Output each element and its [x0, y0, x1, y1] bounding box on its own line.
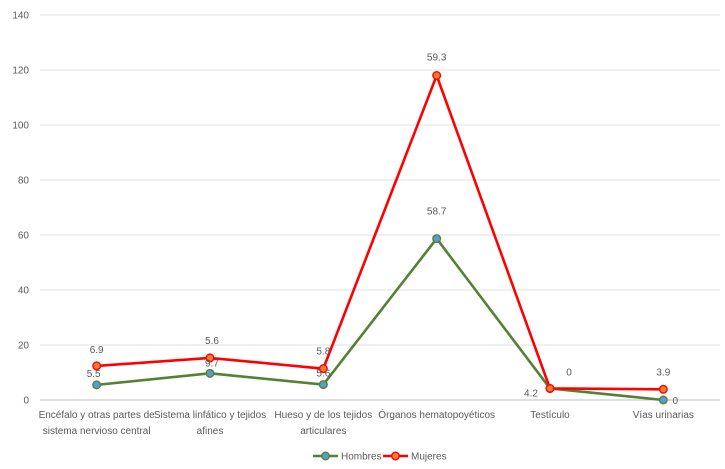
y-tick-label: 80 [18, 176, 30, 187]
data-point-hombres [658, 395, 668, 405]
y-tick-label: 100 [12, 121, 29, 132]
x-tick-label: Encéfalo y otras partes de sistema nervio… [39, 410, 156, 437]
gridlines [40, 14, 720, 401]
x-tick-label: Sistema linfático y tejidos afines [154, 410, 266, 437]
x-tick-label: Hueso y de los tejidos articulares [274, 410, 372, 437]
data-label: 6.9 [90, 345, 104, 356]
data-label: 0 [673, 396, 679, 407]
data-label: 58.7 [427, 207, 447, 218]
data-point-mujeres [92, 361, 102, 371]
legend-marker-hombres [321, 451, 331, 461]
data-point-hombres [205, 368, 215, 378]
y-axis: 0 20 40 60 80 100 120 140 [12, 11, 29, 407]
data-point-mujeres [545, 383, 555, 393]
data-label: 5.8 [316, 347, 330, 358]
y-tick-label: 120 [12, 66, 29, 77]
x-tick-label: Órganos hematopoyéticos [378, 408, 495, 421]
data-point-mujeres [432, 70, 442, 80]
y-tick-label: 40 [18, 286, 30, 297]
y-tick-label: 20 [18, 341, 30, 352]
legend-label: Mujeres [411, 452, 447, 463]
y-tick-label: 60 [18, 231, 30, 242]
data-label: 4.2 [524, 388, 538, 399]
data-point-hombres [318, 380, 328, 390]
data-label: 9.7 [205, 358, 219, 369]
legend: Hombres Mujeres [313, 452, 447, 463]
data-label: 5.6 [316, 369, 330, 380]
data-point-hombres [92, 380, 102, 390]
data-label: 5.5 [87, 369, 101, 380]
data-point-hombres [432, 234, 442, 244]
data-label: 3.9 [656, 367, 670, 378]
series-line-hombres [96, 237, 664, 402]
y-tick-label: 140 [12, 11, 29, 22]
data-point-mujeres [318, 364, 328, 374]
legend-label: Hombres [341, 452, 382, 463]
data-label: 5.6 [205, 336, 219, 347]
data-label: 59.3 [427, 53, 447, 64]
data-point-mujeres [658, 384, 668, 394]
x-tick-label: Vías urinarias [633, 410, 694, 421]
series-group [92, 70, 668, 405]
data-labels: 5.5 9.7 5.6 58.7 4.2 0 6.9 5.6 5.8 59.3 0 3.9 [87, 53, 679, 408]
series-line-mujeres [96, 74, 664, 391]
data-label: 0 [566, 367, 572, 378]
x-axis: Encéfalo y otras partes de sistema nervio… [39, 408, 694, 437]
data-point-mujeres [205, 353, 215, 363]
legend-marker-mujeres [391, 451, 401, 461]
y-tick-label: 0 [23, 396, 29, 407]
x-tick-label: Testículo [530, 410, 570, 421]
